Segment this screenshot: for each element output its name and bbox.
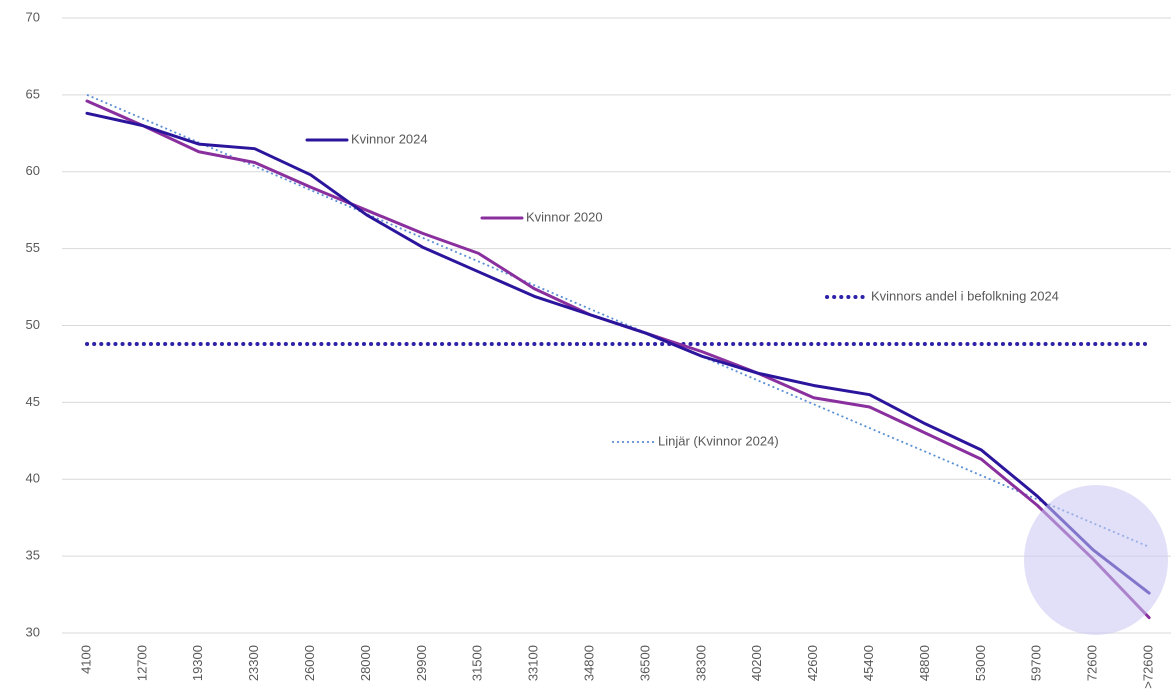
x-tick-label: 53000	[973, 645, 988, 681]
x-tick-label: 34800	[582, 645, 597, 681]
series-line	[85, 111, 1151, 595]
x-tick-label: 28000	[358, 645, 373, 681]
x-tick-label: 31500	[470, 645, 485, 681]
y-tick-label: 65	[26, 86, 40, 101]
y-tick-label: 30	[26, 624, 40, 639]
x-tick-label: 23300	[246, 645, 261, 681]
x-tick-label: 29900	[414, 645, 429, 681]
y-tick-label: 40	[26, 471, 40, 486]
x-tick-label: 12700	[134, 645, 149, 681]
y-tick-label: 35	[26, 548, 40, 563]
series-line	[86, 94, 1150, 548]
x-tick-label: 19300	[190, 645, 205, 681]
x-tick-label: >72600	[1141, 645, 1156, 689]
x-tick-label: 38300	[693, 645, 708, 681]
x-tick-label: 72600	[1085, 645, 1100, 681]
highlight-ellipse	[1024, 485, 1168, 635]
x-tick-label: 42600	[805, 645, 820, 681]
grid	[62, 17, 1171, 634]
legend-label: Kvinnors andel i befolkning 2024	[871, 288, 1059, 303]
x-tick-label: 4100	[78, 645, 93, 674]
legend-label: Linjär (Kvinnor 2024)	[658, 433, 779, 448]
x-tick-label: 36500	[637, 645, 652, 681]
y-tick-label: 50	[26, 317, 40, 332]
lines	[85, 94, 1152, 620]
x-tick-label: 59700	[1029, 645, 1044, 681]
x-tick-label: 33100	[526, 645, 541, 681]
x-tick-label: 40200	[749, 645, 764, 681]
y-tick-label: 45	[26, 394, 40, 409]
labels: 30 35 40 45 50 55 60 65 70 4100 12700 19300 23300 260…	[26, 9, 1156, 688]
y-tick-label: 55	[26, 240, 40, 255]
x-tick-label: 45400	[861, 645, 876, 681]
x-tick-label: 26000	[302, 645, 317, 681]
series-line	[85, 99, 1151, 620]
legend-label: Kvinnor 2020	[526, 209, 603, 224]
x-tick-label: 48800	[917, 645, 932, 681]
legend-label: Kvinnor 2024	[351, 131, 428, 146]
y-tick-label: 70	[26, 9, 40, 24]
y-tick-label: 60	[26, 163, 40, 178]
